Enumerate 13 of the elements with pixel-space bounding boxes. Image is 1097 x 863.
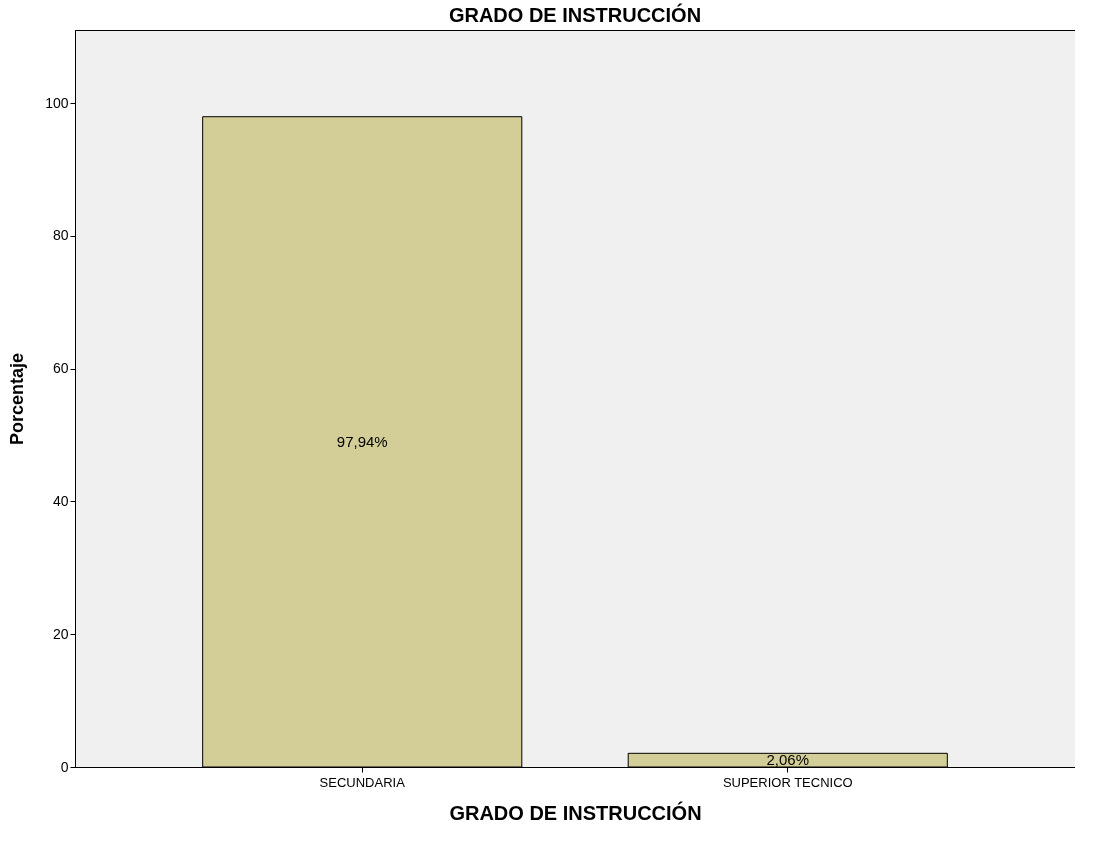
x-axis-title: GRADO DE INSTRUCCIÓN: [449, 800, 702, 824]
y-tick-label: 60: [52, 360, 69, 377]
y-tick-label: 80: [52, 227, 69, 244]
y-tick-label: 0: [60, 758, 69, 775]
y-axis-title: Porcentaje: [7, 352, 28, 446]
y-tick-label: 40: [52, 492, 69, 509]
x-tick-label: SUPERIOR TECNICO: [722, 774, 853, 790]
data-label: 2,06%: [766, 751, 810, 769]
chart-title: GRADO DE INSTRUCCIÓN: [448, 3, 702, 26]
data-label: 97,94%: [336, 432, 388, 450]
y-tick-label: 20: [52, 625, 69, 642]
y-tick-label: 100: [45, 94, 69, 111]
x-tick-label: SECUNDARIA: [319, 774, 406, 790]
